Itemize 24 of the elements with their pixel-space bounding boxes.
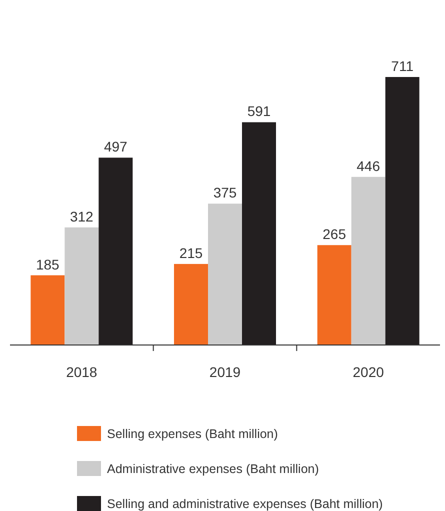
x-tick-label: 2020 bbox=[352, 364, 384, 380]
bar bbox=[351, 176, 386, 345]
data-label: 446 bbox=[356, 158, 380, 174]
legend-label: Selling expenses (Baht million) bbox=[107, 427, 278, 441]
legend-label: Administrative expenses (Baht million) bbox=[107, 462, 319, 476]
data-label: 312 bbox=[70, 208, 94, 224]
bar bbox=[242, 122, 276, 345]
bar bbox=[30, 275, 65, 345]
legend-label: Selling and administrative expenses (Baht million) bbox=[107, 497, 383, 511]
data-label: 591 bbox=[247, 103, 271, 120]
data-label: 185 bbox=[36, 256, 60, 272]
bar bbox=[385, 77, 420, 345]
bar bbox=[317, 245, 352, 345]
data-label: 265 bbox=[322, 226, 346, 242]
data-label: 215 bbox=[179, 244, 203, 261]
data-label: 711 bbox=[391, 58, 414, 74]
data-label: 497 bbox=[104, 138, 128, 155]
bar bbox=[98, 158, 133, 345]
bar bbox=[64, 227, 99, 345]
bar bbox=[208, 204, 242, 345]
bar bbox=[174, 264, 208, 345]
x-tick-label: 2018 bbox=[66, 364, 98, 380]
data-label: 375 bbox=[213, 184, 237, 201]
x-tick-label: 2019 bbox=[209, 364, 241, 380]
